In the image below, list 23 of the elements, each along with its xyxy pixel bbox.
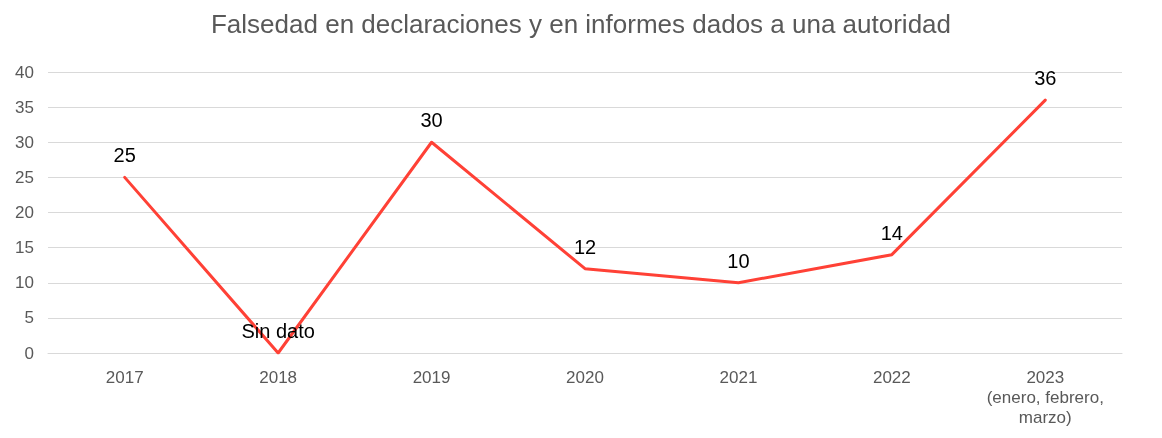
data-label: 14 (880, 221, 903, 244)
x-tick-label: 2023 (enero, febrero, marzo) (986, 367, 1104, 427)
y-tick-label: 5 (24, 308, 34, 328)
chart-title: Falsedad en declaraciones y en informes dados a una autoridad (210, 9, 952, 39)
y-tick-label: 35 (15, 97, 34, 117)
y-tick-label: 0 (24, 343, 34, 363)
y-tick-label: 40 (15, 62, 34, 82)
y-tick-label: 30 (15, 132, 34, 152)
y-tick-label: 15 (15, 238, 34, 258)
x-tick-label: 2017 (105, 367, 144, 387)
x-tick-label: 2020 (566, 367, 604, 387)
y-tick-label: 10 (15, 273, 34, 293)
x-tick-label: 2018 (259, 367, 298, 387)
x-tick-label: 2019 (412, 367, 451, 387)
data-label: 10 (727, 249, 750, 272)
y-tick-label: 25 (15, 167, 34, 187)
x-tick-label: 2022 (872, 367, 911, 387)
data-label: 25 (113, 144, 136, 167)
data-label: 30 (420, 109, 443, 132)
x-tick-label: 2021 (719, 367, 758, 387)
data-label: 36 (1034, 67, 1057, 90)
y-tick-label: 20 (15, 203, 34, 222)
data-label: 12 (573, 235, 597, 258)
